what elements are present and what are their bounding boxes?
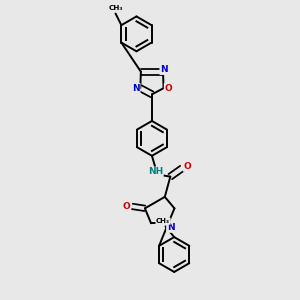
Text: O: O bbox=[183, 162, 191, 171]
Text: N: N bbox=[160, 65, 168, 74]
Text: NH: NH bbox=[148, 167, 163, 176]
Text: O: O bbox=[164, 84, 172, 93]
Text: CH₃: CH₃ bbox=[156, 218, 170, 224]
Text: CH₃: CH₃ bbox=[108, 5, 123, 11]
Text: N: N bbox=[132, 84, 140, 93]
Text: O: O bbox=[123, 202, 130, 211]
Text: N: N bbox=[167, 223, 175, 232]
